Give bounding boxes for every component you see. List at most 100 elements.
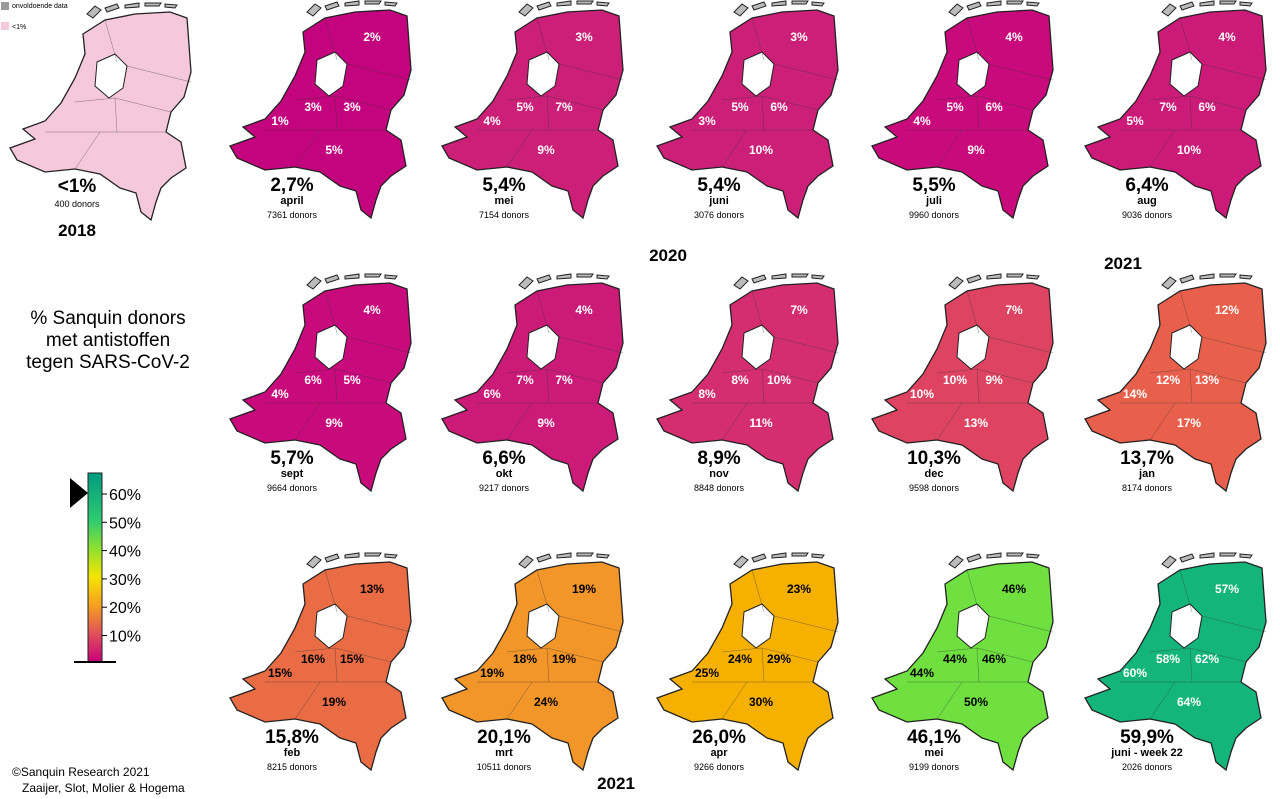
region-label: 10% (749, 143, 773, 157)
month: mrt (495, 747, 513, 759)
region-label: 6% (304, 373, 322, 387)
month: juli (925, 195, 942, 207)
month: apr (710, 747, 728, 759)
region-label: 24% (534, 695, 558, 709)
region-label: 3% (343, 100, 361, 114)
total: 8,9% (697, 448, 740, 469)
region-label: 9% (967, 143, 985, 157)
region-label: 62% (1195, 652, 1219, 666)
region-label: 5% (325, 143, 343, 157)
region-label: 58% (1156, 652, 1180, 666)
donors: 9036 donors (1122, 210, 1173, 220)
donors: 9266 donors (694, 762, 745, 772)
region-label: 8% (731, 373, 749, 387)
region-label: 30% (749, 695, 773, 709)
region-label: 18% (513, 652, 537, 666)
month-map: 4% 6% 5% 4% 9% 5,7%sept 9664 donors (229, 273, 412, 493)
month: dec (925, 468, 944, 480)
region-label: 4% (575, 303, 593, 317)
title-line: % Sanquin donors (30, 308, 185, 329)
month: sept (281, 468, 304, 480)
region-label: 46% (982, 652, 1006, 666)
region-label: 12% (1156, 373, 1180, 387)
region-label: 7% (1005, 303, 1023, 317)
region-label: 19% (572, 582, 596, 596)
scale-label: 50% (109, 515, 141, 532)
region-label: 17% (1177, 416, 1201, 430)
month-map: 46% 44% 46% 44% 50% 46,1%mei 9199 donors (871, 552, 1054, 772)
month: mei (925, 747, 944, 759)
region-label: 3% (304, 100, 322, 114)
donors: 400 donors (54, 199, 100, 209)
month-map: 19% 18% 19% 19% 24% 20,1%mrt 10511 donors (441, 552, 624, 772)
region-label: 4% (483, 114, 501, 128)
title: % Sanquin donors met antistoffen tegen S… (26, 308, 190, 373)
region-label: 7% (555, 100, 573, 114)
year-label: 2018 (58, 221, 96, 240)
region-label: 4% (271, 387, 289, 401)
region-label: 6% (985, 100, 1003, 114)
region-label: 10% (767, 373, 791, 387)
total: 10,3% (907, 448, 961, 469)
year-label: 2021 (1104, 254, 1142, 273)
region-label: 57% (1215, 582, 1239, 596)
region-label: 10% (943, 373, 967, 387)
total: 5,4% (697, 175, 740, 196)
total: 59,9% (1120, 727, 1174, 748)
total: 20,1% (477, 727, 531, 748)
year-label: 2020 (649, 246, 687, 265)
month-map: 13% 16% 15% 15% 19% 15,8%feb 8215 donors (229, 552, 412, 772)
total: 13,7% (1120, 448, 1174, 469)
region-label: 15% (340, 652, 364, 666)
region-label: 19% (552, 652, 576, 666)
month: jan (1138, 468, 1155, 480)
donors: 8848 donors (694, 483, 745, 493)
region-label: 44% (943, 652, 967, 666)
color-scale: 60% 50% 40% 30% 20% 10% (70, 472, 141, 663)
region-label: 6% (483, 387, 501, 401)
month-map: 7% 10% 9% 10% 13% 10,3%dec 9598 donors (871, 273, 1054, 493)
region-label: 19% (480, 666, 504, 680)
month-map: 4% 7% 7% 6% 9% 6,6%okt 9217 donors (441, 273, 624, 493)
region-label: 4% (1218, 30, 1236, 44)
region-label: 9% (537, 416, 555, 430)
region-label: 7% (1159, 100, 1177, 114)
color-bar (87, 472, 103, 663)
region-label: 5% (343, 373, 361, 387)
donors: 9960 donors (909, 210, 960, 220)
region-label: 13% (360, 582, 384, 596)
donors: 2026 donors (1122, 762, 1173, 772)
donors: 9199 donors (909, 762, 960, 772)
donors: 7154 donors (479, 210, 530, 220)
total: 6,4% (1125, 175, 1168, 196)
legend-top: onvoldoende data <1% (1, 2, 68, 31)
legend-item: <1% (12, 24, 26, 31)
month-map: 57% 58% 62% 60% 64% 59,9%juni - week 22 2026 d… (1084, 552, 1267, 772)
donors: 10511 donors (477, 762, 532, 772)
region-label: 4% (913, 114, 931, 128)
region-label: 2% (363, 30, 381, 44)
month: juni (708, 195, 729, 207)
total: 5,7% (270, 448, 313, 469)
region-label: 7% (555, 373, 573, 387)
region-label: 7% (790, 303, 808, 317)
region-label: 3% (575, 30, 593, 44)
region-label: 5% (946, 100, 964, 114)
month: feb (284, 747, 301, 759)
month: mei (495, 195, 514, 207)
region-label: 14% (1123, 387, 1147, 401)
region-label: 24% (728, 652, 752, 666)
donors: 3076 donors (694, 210, 745, 220)
region-label: 3% (790, 30, 808, 44)
region-label: 12% (1215, 303, 1239, 317)
month: april (280, 195, 303, 207)
region-label: 5% (516, 100, 534, 114)
month: nov (709, 468, 729, 480)
donors: 9217 donors (479, 483, 530, 493)
month-map: 3% 5% 7% 4% 9% 5,4%mei 7154 donors (441, 0, 624, 220)
region-label: 4% (1005, 30, 1023, 44)
donors: 8174 donors (1122, 483, 1173, 493)
region-label: 1% (271, 114, 289, 128)
scale-label: 20% (109, 600, 141, 617)
